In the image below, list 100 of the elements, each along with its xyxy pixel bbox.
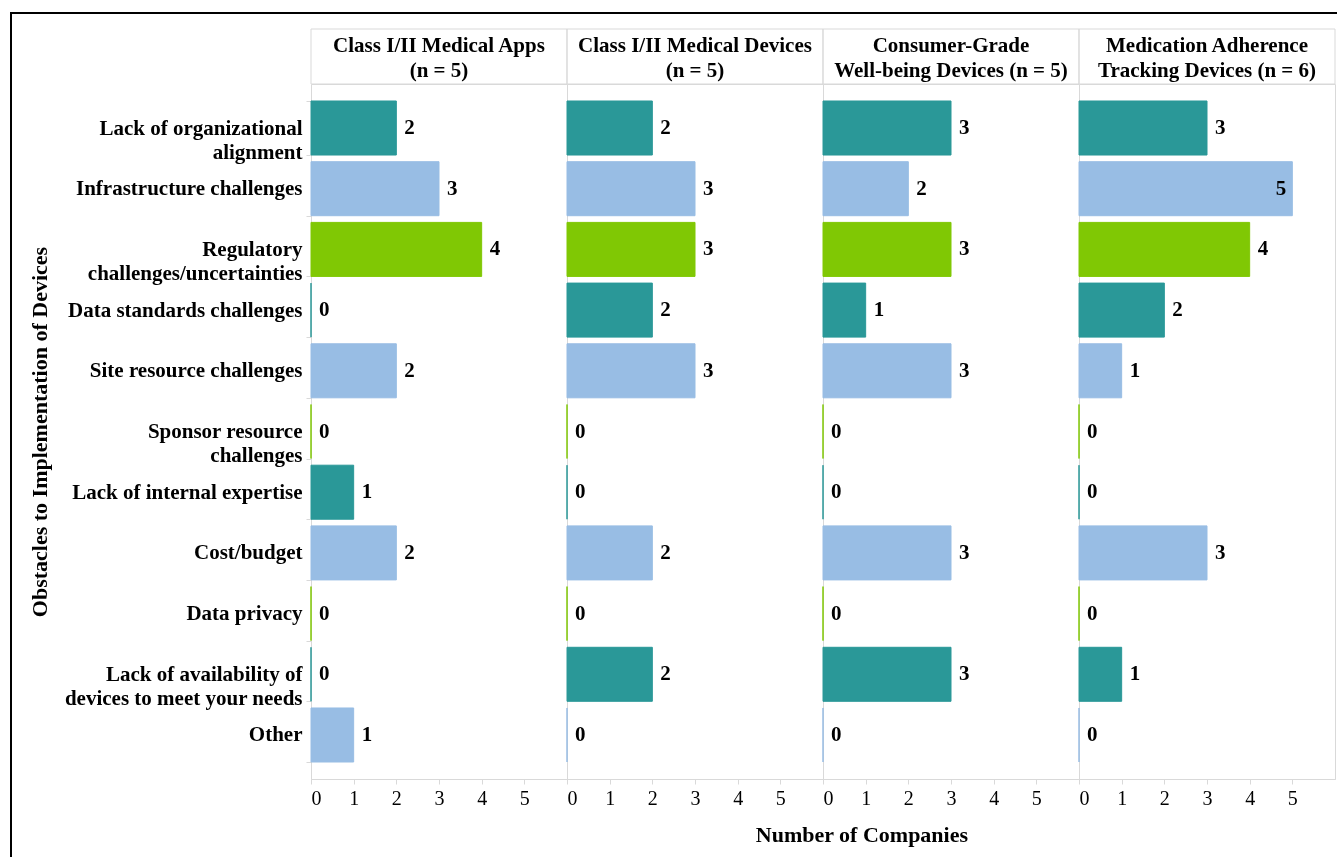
data-label: 0 [831,479,842,504]
chart-title: Class I/II Medical Apps (n = 5) [333,32,545,82]
x-tick-label: 3 [690,786,701,809]
bar [822,100,952,156]
data-label: 0 [575,721,586,746]
data-label: 0 [1087,479,1098,504]
x-tick-label: 1 [861,786,872,809]
data-label: 4 [1257,236,1269,261]
y-tick-label: Lack of organizational alignment [99,115,303,164]
bar [310,221,483,277]
x-tick-label: 5 [1287,786,1298,809]
x-tick-label: 0 [823,786,834,809]
bar [566,282,653,338]
x-tick-label: 2 [391,786,402,809]
data-label: 0 [319,297,330,322]
data-label: 3 [1215,115,1226,140]
x-tick-label: 2 [903,786,914,809]
x-tick-label: 5 [519,786,530,809]
data-label: 3 [703,236,714,261]
bar [822,525,952,581]
data-label: 3 [959,661,970,686]
x-axis-title: Number of Companies [755,821,969,847]
data-label: 3 [959,115,970,140]
data-label: 3 [703,175,714,200]
y-tick-label: Lack of availability of devices to meet your needs [64,661,304,710]
bar [1078,525,1208,581]
data-label: 0 [575,418,586,443]
bar [822,282,867,338]
y-axis-title: Obstacles to Implementation of Devices [26,246,52,618]
data-label: 1 [361,721,373,746]
x-tick-label: 3 [946,786,957,809]
data-label: 3 [959,236,970,261]
data-label: 2 [404,357,415,382]
data-label: 3 [959,539,970,564]
bar [1078,646,1123,702]
bar [1078,221,1251,277]
data-label: 2 [916,175,927,200]
x-tick-label: 4 [1245,786,1256,809]
bar [1078,161,1293,217]
x-tick-label: 4 [989,786,1000,809]
x-tick-label: 5 [1031,786,1042,809]
bar [310,100,397,156]
data-label: 1 [361,479,373,504]
data-label: 3 [447,175,458,200]
chart-title: Medication Adherence Tracking Devices (n = 6) [1097,32,1317,82]
data-label: 0 [319,600,330,625]
data-label: 3 [959,357,970,382]
y-tick-label: Regulatory challenges/uncertainties [87,236,303,285]
x-tick-label: 4 [477,786,488,809]
y-tick-label: Lack of internal expertise [72,479,303,504]
data-label: 0 [319,661,330,686]
bar [310,525,397,581]
data-label: 0 [575,479,586,504]
x-tick-label: 3 [434,786,445,809]
data-label: 5 [1275,175,1287,200]
bar [310,343,397,399]
data-label: 0 [831,600,842,625]
bar [566,100,653,156]
x-tick-label: 4 [733,786,744,809]
data-label: 1 [873,297,885,322]
bar [822,161,909,217]
y-tick-label: Data privacy [186,601,303,626]
x-tick-label: 1 [349,786,360,809]
data-label: 2 [660,115,671,140]
bar [1078,343,1123,399]
x-tick-label: 3 [1202,786,1213,809]
bar [566,221,696,277]
y-tick-label: Infrastructure challenges [76,176,303,201]
data-label: 0 [831,721,842,746]
bar [566,646,653,702]
data-label: 1 [1129,661,1141,686]
data-label: 0 [1087,600,1098,625]
data-label: 2 [404,539,415,564]
x-tick-label: 2 [1159,786,1170,809]
data-label: 1 [1129,357,1141,382]
data-label: 0 [575,600,586,625]
bar [566,525,653,581]
data-label: 0 [831,418,842,443]
y-tick-label: Data standards challenges [67,297,303,322]
x-tick-label: 0 [567,786,578,809]
data-label: 2 [660,539,671,564]
y-tick-label: Site resource challenges [89,358,303,383]
x-tick-label: 0 [311,786,322,809]
data-label: 0 [1087,721,1098,746]
chart-title: Class I/II Medical Devices (n = 5) [578,32,812,82]
bar [310,464,355,520]
y-tick-label: Sponsor resource challenges [147,419,303,467]
data-label: 2 [660,661,671,686]
data-label: 2 [1172,297,1183,322]
data-label: 2 [404,115,415,140]
bar [310,707,355,763]
data-label: 3 [1215,539,1226,564]
bar [566,343,696,399]
bar [1078,282,1165,338]
x-tick-label: 1 [605,786,616,809]
data-label: 4 [489,236,501,261]
bar [1078,100,1208,156]
x-tick-label: 0 [1079,786,1090,809]
bar [822,646,952,702]
y-tick-label: Cost/budget [193,540,303,565]
